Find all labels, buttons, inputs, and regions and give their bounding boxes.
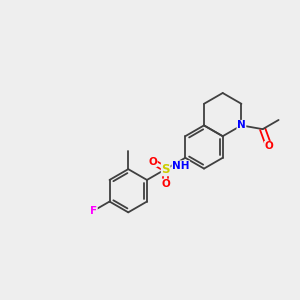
- Text: F: F: [90, 206, 97, 216]
- Text: O: O: [148, 157, 157, 166]
- Text: O: O: [161, 179, 170, 189]
- Text: NH: NH: [172, 161, 190, 171]
- Text: N: N: [237, 120, 246, 130]
- Text: O: O: [265, 141, 273, 152]
- Text: S: S: [161, 163, 170, 176]
